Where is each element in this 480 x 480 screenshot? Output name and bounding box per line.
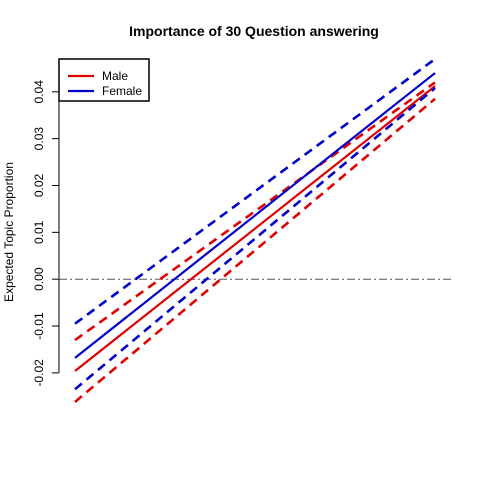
y-tick-label: 0.01 [32, 220, 46, 244]
series-male-upper-ci-line [74, 81, 436, 342]
y-tick-label: -0.02 [32, 359, 46, 387]
chart-title: Importance of 30 Question answering [129, 23, 379, 39]
series-female-estimate-line [74, 72, 436, 359]
y-axis-label: Expected Topic Proportion [2, 162, 16, 302]
series-female-lower-ci-line [74, 87, 436, 391]
y-tick-label: -0.01 [32, 312, 46, 340]
y-tick-label: 0.00 [32, 267, 46, 291]
series-male-estimate-line [74, 85, 436, 372]
series-male-lower-ci-line [74, 97, 436, 403]
legend-label-female: Female [102, 84, 142, 98]
y-tick-label: 0.02 [32, 173, 46, 197]
y-axis: -0.02 -0.01 0.00 0.01 0.02 0.03 0.04 [32, 80, 60, 387]
y-tick-label: 0.03 [32, 127, 46, 151]
legend: Male Female [58, 58, 150, 102]
series-layer [74, 57, 436, 403]
y-tick-label: 0.04 [32, 80, 46, 104]
legend-box [58, 58, 150, 102]
legend-label-male: Male [102, 69, 128, 83]
